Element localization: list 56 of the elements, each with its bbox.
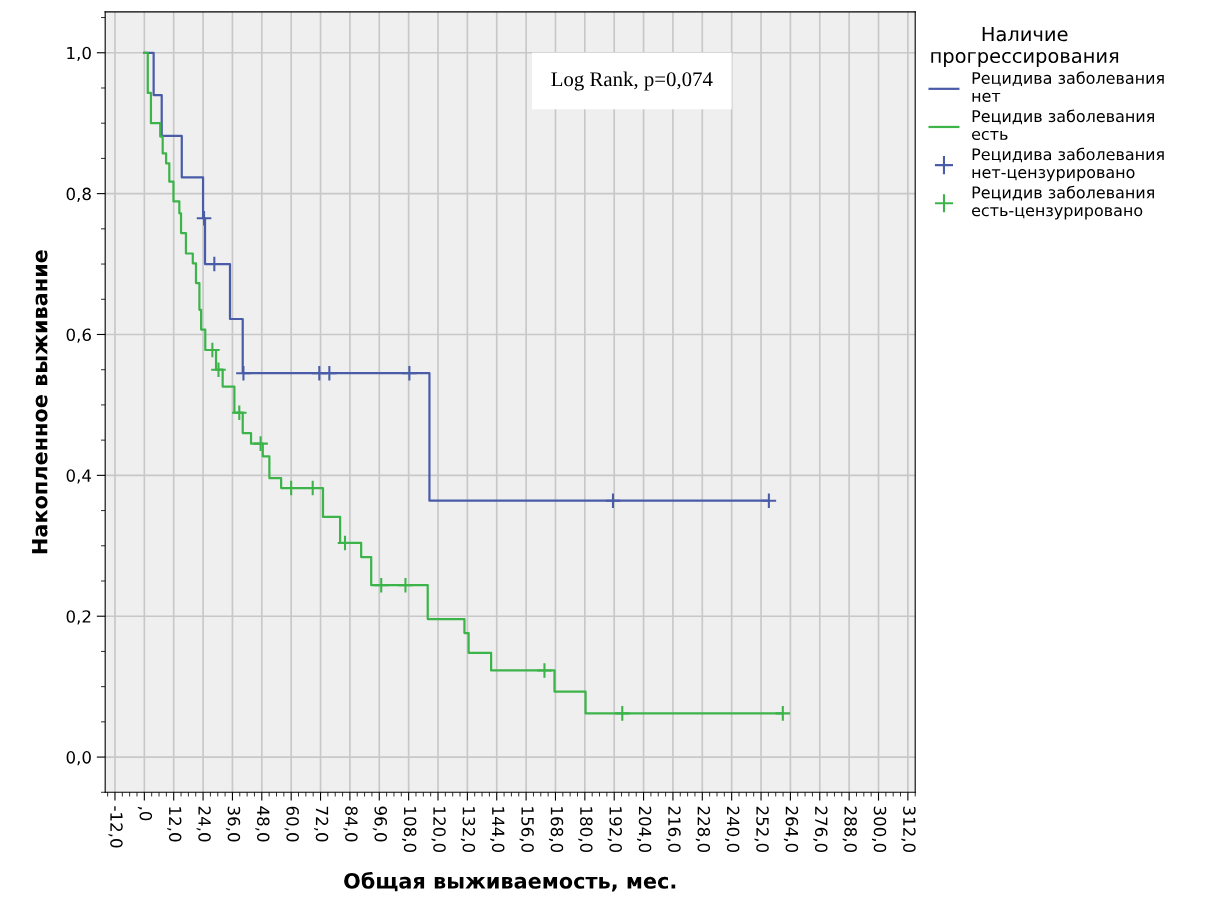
x-tick-label: -12,0	[108, 806, 123, 848]
x-tick-label: 264,0	[783, 806, 799, 853]
legend-label: Рецидива заболевания нет	[972, 71, 1164, 102]
x-tick-label: 120,0	[431, 807, 446, 853]
x-tick-label: 288,0	[842, 806, 857, 853]
point	[604, 492, 622, 510]
x-tick-label: 228,0	[695, 806, 711, 853]
x-tick-label: 36,0	[225, 806, 241, 842]
x-tick-label: 156,0	[519, 807, 534, 853]
point	[210, 361, 227, 379]
x-tick-label: 24,0	[196, 806, 211, 842]
point	[613, 705, 631, 722]
x-tick-label: 72,0	[314, 806, 329, 842]
x-tick-label: 84,0	[343, 806, 358, 842]
legend-label: Рецидив заболевания есть-цензурировано	[972, 185, 1154, 220]
y-tick-label: 1,0	[67, 46, 91, 62]
point	[760, 492, 778, 510]
x-tick-label: 168,0	[548, 807, 564, 853]
point	[252, 435, 269, 452]
point	[372, 576, 390, 594]
point	[774, 705, 792, 722]
y-tick-label: 0,0	[66, 751, 91, 766]
x-tick-label: 216,0	[666, 806, 681, 853]
x-tick-label: 180,0	[578, 807, 593, 853]
point	[536, 662, 553, 679]
x-tick-label: 252,0	[754, 806, 769, 853]
legend-label: Рецидив заболевания есть	[972, 109, 1154, 141]
x-tick-label: 240,0	[725, 806, 740, 853]
x-tick-label: 48,0	[255, 806, 270, 842]
point	[230, 404, 248, 421]
x-tick-label: 192,0	[607, 807, 622, 853]
point	[235, 364, 252, 382]
annotation: Log Rank, p=0,074	[551, 71, 713, 91]
x-tick-label: 276,0	[813, 806, 828, 853]
legend-title: Наличие прогрессирования	[931, 26, 1119, 67]
x-tick-label: 132,0	[460, 807, 476, 853]
x-tick-label: 96,0	[372, 806, 388, 842]
x-tick-label: 300,0	[871, 806, 887, 853]
point	[321, 364, 338, 382]
x-tick-label: 108,0	[402, 807, 417, 853]
point	[401, 364, 418, 382]
x-tick-label: 60,0	[284, 806, 299, 842]
x-tick-label: 12,0	[167, 807, 182, 842]
x-tick-label: ,0	[137, 806, 153, 821]
point	[397, 576, 414, 594]
legend-label: Рецидива заболевания нет-цензурировано	[972, 147, 1164, 182]
y-tick-label: 0,6	[66, 328, 91, 343]
x-tick-label: 144,0	[490, 807, 505, 853]
x-tick-label: 204,0	[637, 806, 652, 853]
point	[195, 209, 213, 227]
x-tick-label: 312,0	[901, 806, 916, 853]
y-tick-label: 0,2	[66, 610, 91, 625]
y-tick-label: 0,8	[66, 187, 91, 202]
y-tick-label: 0,4	[66, 469, 92, 484]
x-axis-title: Общая выживаемость, мес.	[344, 871, 676, 892]
y-axis-title: Накопленное выживание	[32, 250, 48, 554]
